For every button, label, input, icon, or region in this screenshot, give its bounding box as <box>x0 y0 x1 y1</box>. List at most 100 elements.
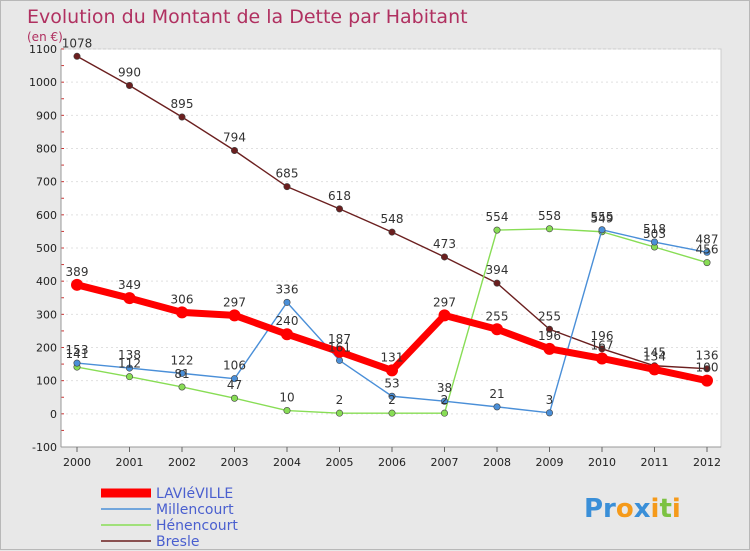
data-label-laviville: 349 <box>118 278 141 292</box>
point-hnencourt <box>126 373 134 381</box>
data-label-laviville: 255 <box>486 309 509 323</box>
data-label-millencourt: 3 <box>546 393 554 407</box>
y-tick-label: 700 <box>36 176 57 189</box>
data-label-bresle: 136 <box>696 349 719 363</box>
point-laviville <box>701 374 713 387</box>
point-laviville <box>386 364 398 377</box>
data-label-laviville: 297 <box>223 295 246 309</box>
point-laviville <box>228 309 241 322</box>
point-laviville <box>281 328 293 341</box>
data-label-bresle: 895 <box>171 97 194 111</box>
y-tick-label: 1100 <box>29 43 57 56</box>
y-tick-label: 800 <box>36 143 57 156</box>
data-label-hnencourt: 2 <box>336 393 344 407</box>
data-label-hnencourt: 558 <box>538 209 561 223</box>
point-bresle <box>703 365 711 373</box>
point-millencourt <box>598 226 606 234</box>
point-hnencourt <box>335 409 343 417</box>
point-millencourt <box>231 375 239 383</box>
point-laviville <box>491 323 503 336</box>
data-label-bresle: 990 <box>118 65 141 79</box>
y-tick-label: 500 <box>36 242 57 255</box>
data-label-hnencourt: 10 <box>279 391 294 405</box>
x-tick-label: 2005 <box>326 456 354 469</box>
point-millencourt <box>493 403 501 411</box>
data-label-millencourt: 487 <box>696 232 719 246</box>
data-label-laviville: 167 <box>591 338 614 352</box>
point-bresle <box>178 113 186 121</box>
x-tick-label: 2004 <box>273 456 301 469</box>
point-millencourt <box>335 356 343 364</box>
point-millencourt <box>703 248 711 256</box>
data-label-laviville: 131 <box>381 350 404 364</box>
point-laviville <box>333 345 346 358</box>
point-bresle <box>493 279 501 287</box>
point-hnencourt <box>440 409 448 417</box>
data-label-millencourt: 106 <box>223 359 246 373</box>
data-label-hnencourt: 554 <box>486 210 509 224</box>
point-bresle <box>598 345 606 353</box>
data-label-laviville: 100 <box>696 361 719 375</box>
x-tick-label: 2000 <box>63 456 91 469</box>
point-millencourt <box>545 409 553 417</box>
y-tick-label: 1000 <box>29 76 57 89</box>
data-label-millencourt: 21 <box>489 387 504 401</box>
data-label-bresle: 145 <box>643 346 666 360</box>
data-label-bresle: 394 <box>486 263 509 277</box>
data-label-bresle: 794 <box>223 130 246 144</box>
y-tick-label: -100 <box>32 441 57 454</box>
legend-label-laviville: LAVIéVILLE <box>156 486 233 502</box>
x-tick-label: 2012 <box>693 456 721 469</box>
x-tick-label: 2003 <box>221 456 249 469</box>
data-label-laviville: 240 <box>276 314 299 328</box>
data-label-millencourt: 161 <box>328 340 351 354</box>
point-hnencourt <box>178 383 186 391</box>
point-millencourt <box>283 298 291 306</box>
logo-letter: i <box>651 494 660 524</box>
point-millencourt <box>388 392 396 400</box>
unit-label: (en €) <box>27 30 63 44</box>
data-label-laviville: 297 <box>433 295 456 309</box>
point-hnencourt <box>283 407 291 415</box>
logo-text: Proxiti <box>584 494 681 524</box>
point-millencourt <box>178 369 186 377</box>
point-millencourt <box>73 359 81 367</box>
data-label-bresle: 618 <box>328 189 351 203</box>
data-label-millencourt: 138 <box>118 348 141 362</box>
logo-letter: i <box>672 494 681 524</box>
data-label-hnencourt: 141 <box>66 347 89 361</box>
point-hnencourt <box>388 409 396 417</box>
point-millencourt <box>440 397 448 405</box>
x-tick-label: 2006 <box>378 456 406 469</box>
data-label-hnencourt: 2 <box>441 393 449 407</box>
legend-label-millencourt: Millencourt <box>156 502 234 518</box>
data-label-hnencourt: 503 <box>643 227 666 241</box>
data-label-hnencourt: 549 <box>591 212 614 226</box>
data-label-bresle: 255 <box>538 309 561 323</box>
point-hnencourt <box>703 259 711 267</box>
x-tick-label: 2002 <box>168 456 196 469</box>
logo-letter: o <box>616 494 634 524</box>
point-bresle <box>126 81 134 89</box>
data-label-bresle: 548 <box>381 212 404 226</box>
y-axis: -100 0 100 200 300 400 500 600 700 800 900 1000 1100 <box>29 43 64 454</box>
x-axis: 2000 2001 2002 2003 2004 2005 2006 2007 2008 2009… <box>61 446 721 469</box>
data-label-laviville: 187 <box>328 332 351 346</box>
x-tick-label: 2011 <box>641 456 669 469</box>
data-label-hnencourt: 456 <box>696 243 719 257</box>
y-tick-label: 600 <box>36 209 57 222</box>
data-label-millencourt: 153 <box>66 343 89 357</box>
point-bresle <box>231 146 239 154</box>
proxiti-logo: Proxiti <box>584 494 681 524</box>
point-hnencourt <box>493 226 501 234</box>
logo-letter: x <box>634 494 651 524</box>
chart-title: Evolution du Montant de la Dette par Hab… <box>27 6 468 28</box>
x-tick-label: 2008 <box>483 456 511 469</box>
point-hnencourt <box>545 225 553 233</box>
data-label-hnencourt: 81 <box>174 367 189 381</box>
point-laviville <box>71 278 83 291</box>
point-laviville <box>123 292 136 305</box>
